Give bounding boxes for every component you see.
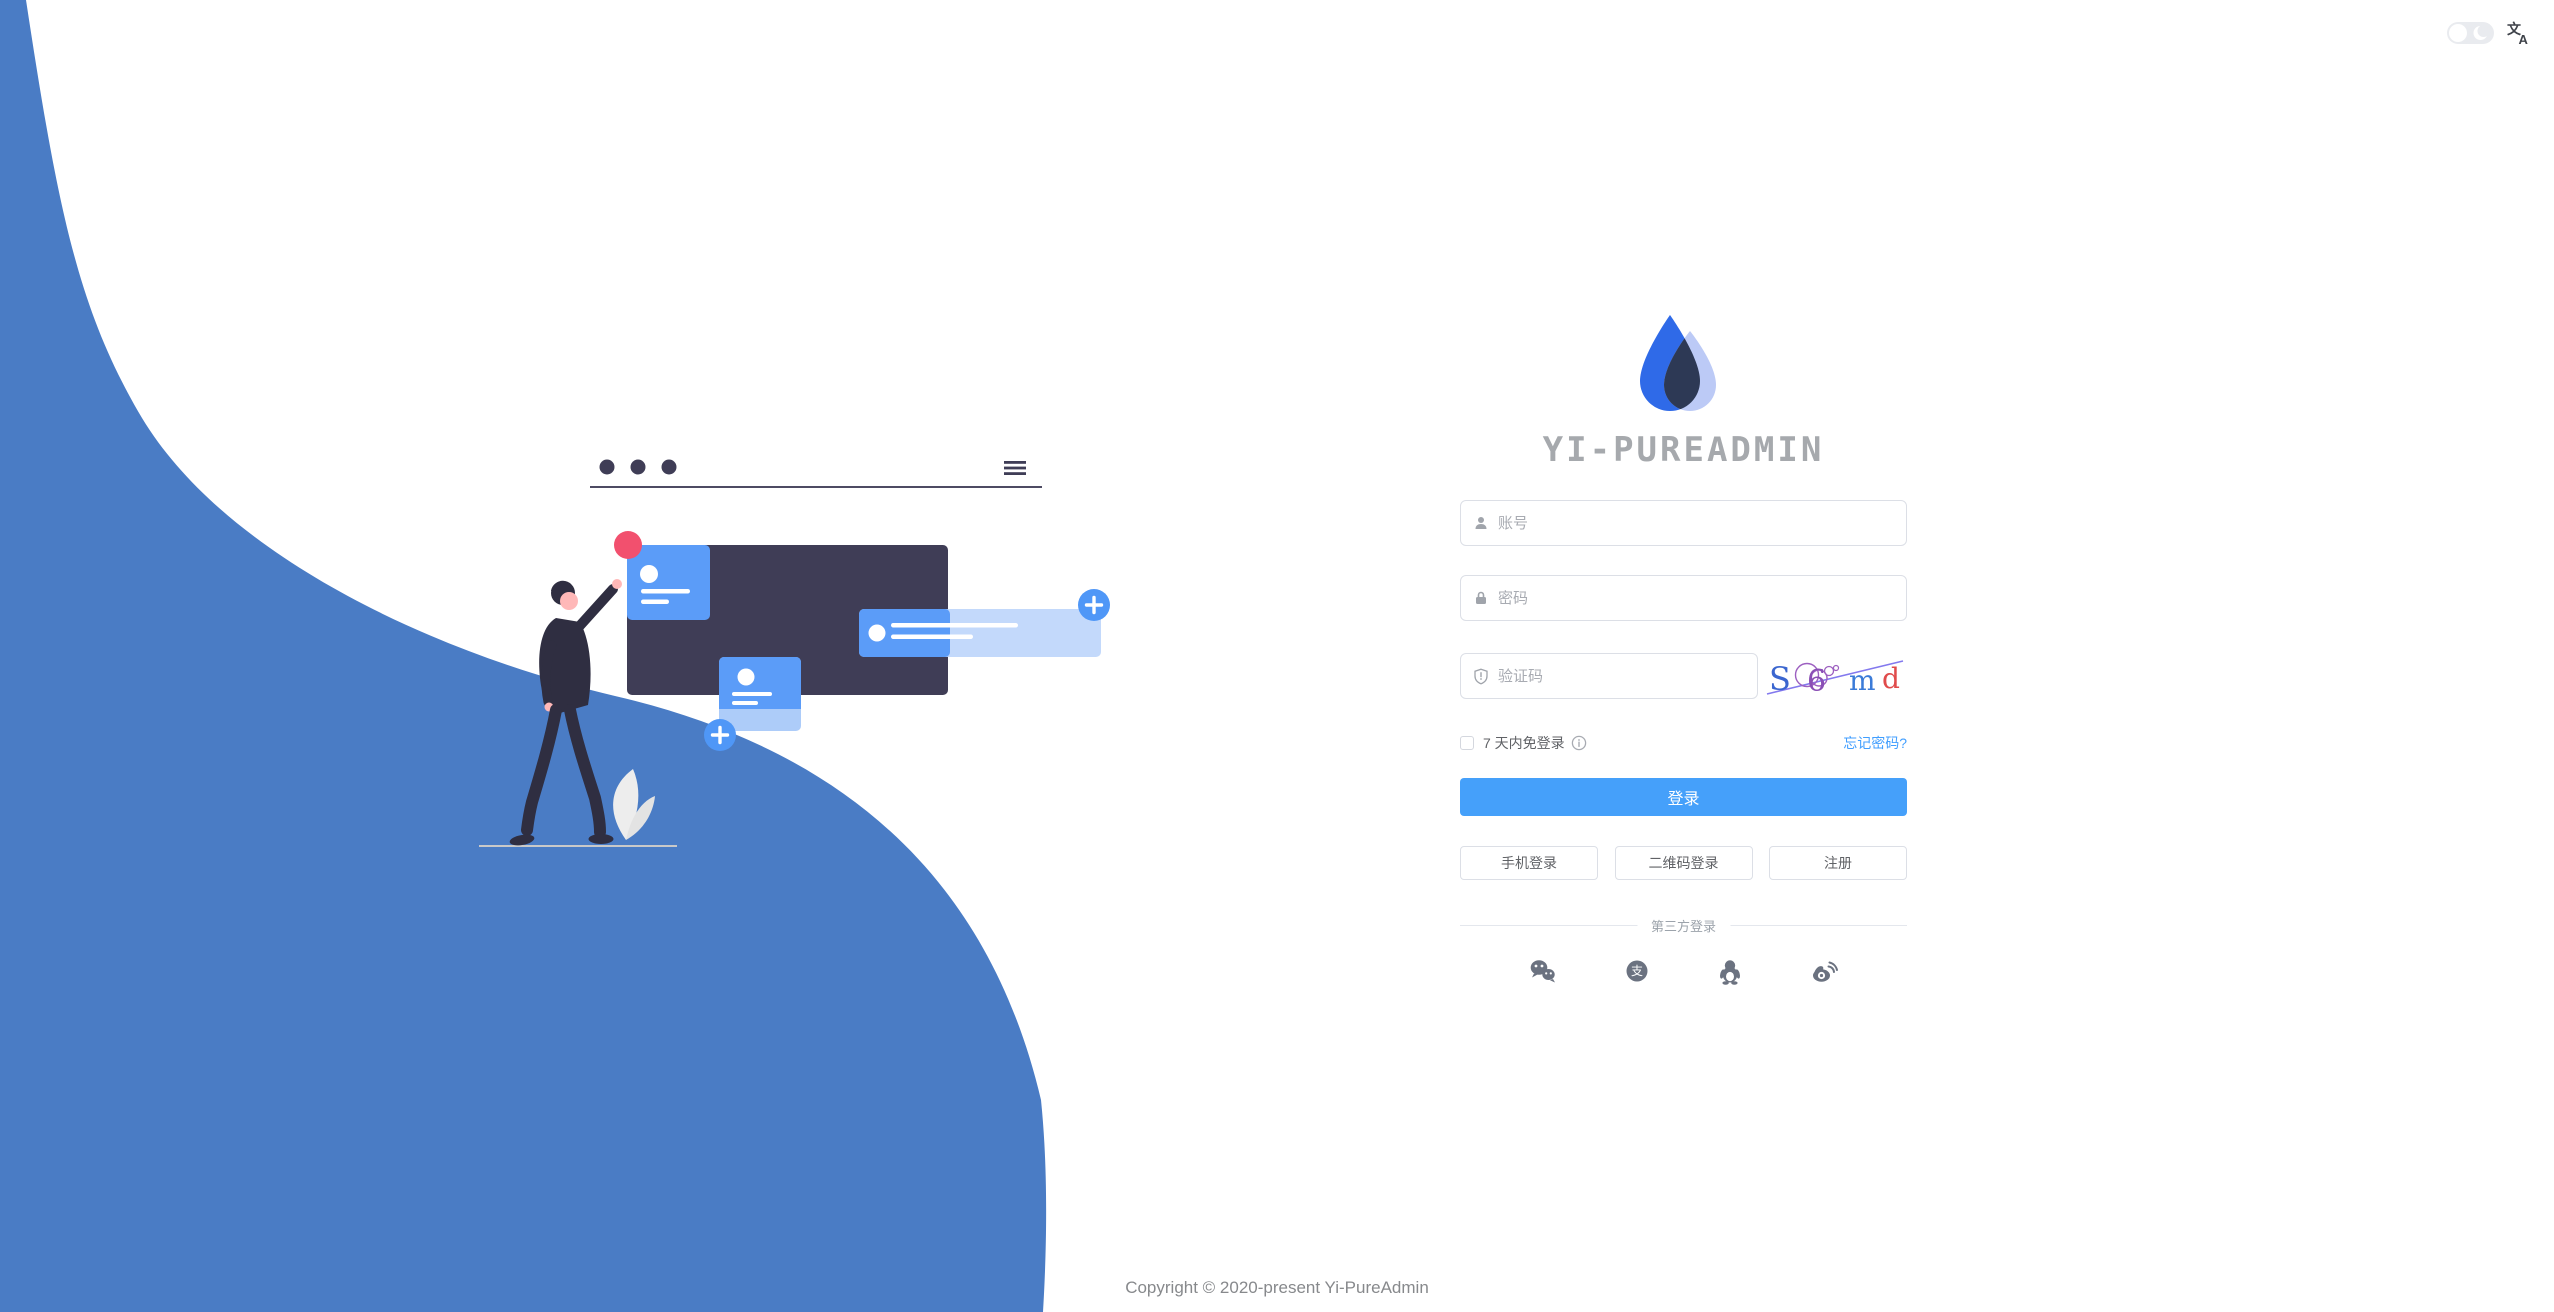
- svg-text:A: A: [2519, 32, 2529, 46]
- translate-icon[interactable]: 文 A: [2506, 20, 2532, 46]
- svg-text:m: m: [1849, 664, 1876, 697]
- moon-icon: [2473, 25, 2490, 40]
- browser-bar-graphic: [590, 459, 1042, 488]
- svg-text:S: S: [1769, 660, 1791, 698]
- phone-login-button[interactable]: 手机登录: [1460, 846, 1598, 880]
- username-field-wrap: [1460, 500, 1907, 546]
- alt-login-row: 手机登录 二维码登录 注册: [1460, 846, 1907, 880]
- toggle-knob: [2449, 24, 2467, 42]
- shield-icon: [1474, 668, 1488, 685]
- dark-mode-toggle[interactable]: [2447, 22, 2494, 44]
- password-field-wrap: [1460, 575, 1907, 621]
- wechat-icon[interactable]: [1528, 956, 1558, 986]
- svg-text:支: 支: [1631, 964, 1643, 978]
- password-input[interactable]: [1498, 589, 1894, 607]
- third-party-icons: 支: [1460, 956, 1907, 986]
- forgot-password-link[interactable]: 忘记密码?: [1843, 735, 1907, 751]
- user-icon: [1475, 517, 1487, 529]
- card-right-graphic: [859, 589, 1110, 657]
- remember-checkbox[interactable]: [1460, 736, 1474, 750]
- captcha-input[interactable]: [1498, 667, 1745, 685]
- lock-icon: [1476, 591, 1486, 604]
- topbar-controls: 文 A: [2447, 20, 2532, 46]
- login-button[interactable]: 登录: [1460, 778, 1907, 816]
- card-bottom-graphic: [704, 657, 801, 751]
- captcha-image[interactable]: S 6 m d: [1763, 654, 1907, 700]
- person-graphic: [479, 579, 677, 847]
- register-button[interactable]: 注册: [1769, 846, 1907, 880]
- third-party-divider: 第三方登录: [1460, 916, 1907, 935]
- third-party-label: 第三方登录: [1636, 916, 1731, 935]
- menu-icon: [1004, 461, 1026, 475]
- brand-logo: [1640, 315, 1716, 411]
- wave-shape: [0, 0, 1047, 1312]
- remember-row: 7 天内免登录 忘记密码?: [1460, 733, 1907, 753]
- captcha-field-wrap: [1460, 653, 1758, 699]
- qrcode-login-button[interactable]: 二维码登录: [1614, 846, 1753, 880]
- svg-text:文: 文: [2507, 21, 2522, 37]
- card-top-left-graphic: [627, 545, 710, 620]
- info-icon[interactable]: [1571, 735, 1587, 751]
- alipay-icon[interactable]: 支: [1622, 956, 1652, 986]
- pink-dot-graphic: [614, 531, 642, 559]
- illustration: [479, 459, 1110, 847]
- qq-icon[interactable]: [1715, 956, 1745, 986]
- logo-drop-overlap: [1664, 331, 1700, 411]
- brand-title: YI-PUREADMIN: [1542, 430, 1825, 470]
- weibo-icon[interactable]: [1809, 956, 1839, 986]
- svg-text:d: d: [1882, 662, 1900, 695]
- copyright-text: Copyright © 2020-present Yi-PureAdmin: [1125, 1278, 1429, 1297]
- svg-text:6: 6: [1807, 664, 1826, 699]
- username-input[interactable]: [1498, 514, 1894, 532]
- remember-label: 7 天内免登录: [1483, 735, 1565, 751]
